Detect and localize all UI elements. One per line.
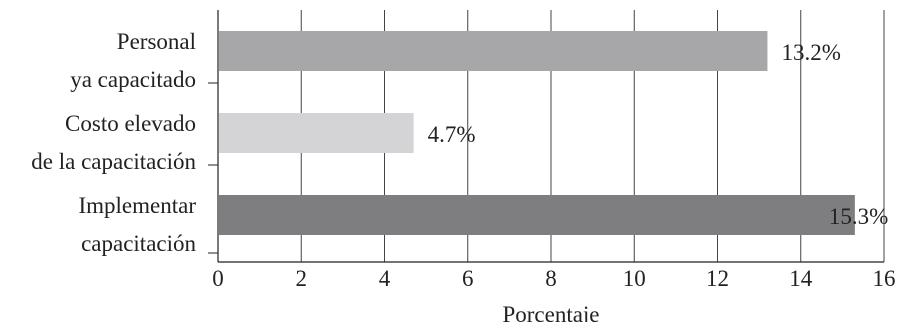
bar — [219, 31, 768, 71]
bars — [219, 31, 855, 235]
x-tick-label: 2 — [296, 266, 308, 291]
x-tick-label: 8 — [545, 266, 557, 291]
category-label: de la capacitación — [31, 149, 196, 174]
axes — [208, 10, 884, 263]
bar — [219, 113, 414, 153]
data-label: 13.2% — [781, 40, 840, 65]
category-label: Costo elevado — [65, 111, 196, 136]
x-tick-label: 16 — [873, 266, 896, 291]
x-tick-label: 12 — [706, 266, 729, 291]
data-label: 15.3% — [829, 204, 888, 229]
x-axis-title: Porcentaje — [502, 302, 599, 322]
data-label: 4.7% — [428, 122, 476, 147]
category-label: ya capacitado — [70, 67, 196, 92]
category-label: capacitación — [81, 231, 196, 256]
x-tick-label: 6 — [462, 266, 474, 291]
x-tick-label: 10 — [623, 266, 646, 291]
category-label: Implementar — [78, 193, 196, 218]
labels: 0 2 4 6 8 10 12 14 16 Personal ya capacitado 13.2% C… — [31, 29, 895, 291]
x-tick-label: 14 — [789, 266, 813, 291]
category-label: Personal — [117, 29, 196, 54]
x-tick-label: 0 — [212, 266, 224, 291]
bar — [219, 195, 855, 235]
x-tick-label: 4 — [379, 266, 391, 291]
